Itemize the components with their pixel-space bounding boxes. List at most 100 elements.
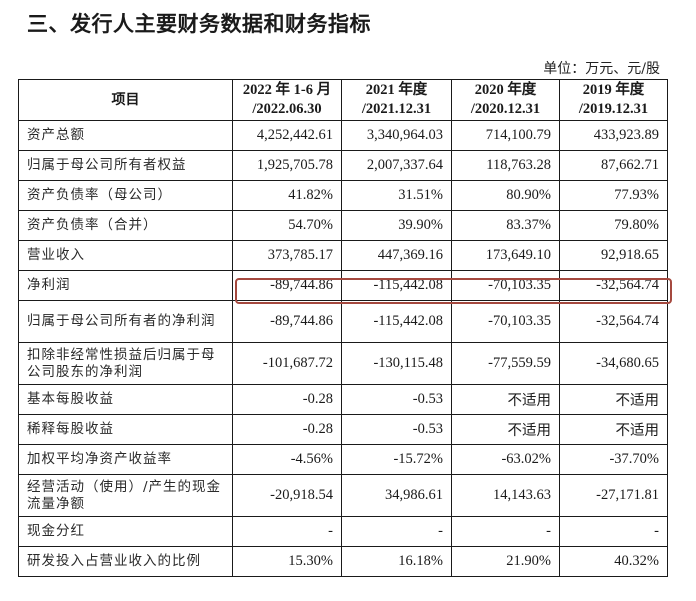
row-value: 118,763.28 bbox=[451, 150, 560, 181]
header-period: 2021 年度 bbox=[365, 82, 428, 98]
row-value: 4,252,442.61 bbox=[232, 120, 342, 151]
header-period: 2020 年度 bbox=[474, 82, 537, 98]
table-row: 净利润 -89,744.86 -115,442.08 -70,103.35 -32,56… bbox=[18, 270, 668, 301]
row-value: -27,171.81 bbox=[559, 474, 668, 517]
row-value: 41.82% bbox=[232, 180, 342, 211]
table-row: 基本每股收益 -0.28 -0.53 不适用 不适用 bbox=[18, 384, 668, 415]
row-label: 营业收入 bbox=[18, 240, 233, 271]
row-value: 80.90% bbox=[451, 180, 560, 211]
row-value: 87,662.71 bbox=[559, 150, 668, 181]
row-label: 归属于母公司所有者的净利润 bbox=[18, 300, 233, 343]
row-label: 资产负债率（母公司） bbox=[18, 180, 233, 211]
row-value: -70,103.35 bbox=[451, 270, 560, 301]
table-row: 扣除非经常性损益后归属于母公司股东的净利润 -101,687.72 -130,115… bbox=[18, 342, 668, 385]
table-row: 研发投入占营业收入的比例 15.30% 16.18% 21.90% 40.32% bbox=[18, 546, 668, 577]
row-value: -70,103.35 bbox=[451, 300, 560, 343]
section-title: 三、发行人主要财务数据和财务指标 bbox=[27, 12, 371, 36]
row-value: 不适用 bbox=[451, 384, 560, 415]
header-label: 项目 bbox=[111, 91, 140, 108]
table-row: 营业收入 373,785.17 447,369.16 173,649.10 92,918… bbox=[18, 240, 668, 271]
table-row: 稀释每股收益 -0.28 -0.53 不适用 不适用 bbox=[18, 414, 668, 445]
row-value: - bbox=[341, 516, 452, 547]
row-value: 21.90% bbox=[451, 546, 560, 577]
row-label: 稀释每股收益 bbox=[18, 414, 233, 445]
header-date: /2022.06.30 bbox=[252, 101, 322, 117]
row-value: - bbox=[559, 516, 668, 547]
row-value: -115,442.08 bbox=[341, 270, 452, 301]
row-value: -0.28 bbox=[232, 414, 342, 445]
row-value: 714,100.79 bbox=[451, 120, 560, 151]
header-date: /2020.12.31 bbox=[470, 101, 541, 117]
row-label: 加权平均净资产收益率 bbox=[18, 444, 233, 475]
row-value: -63.02% bbox=[451, 444, 560, 475]
row-value: 173,649.10 bbox=[451, 240, 560, 271]
table-row: 资产负债率（合并） 54.70% 39.90% 83.37% 79.80% bbox=[18, 210, 668, 241]
row-label: 扣除非经常性损益后归属于母公司股东的净利润 bbox=[18, 342, 233, 385]
row-value: 不适用 bbox=[559, 384, 668, 415]
table-row: 归属于母公司所有者的净利润 -89,744.86 -115,442.08 -70,10… bbox=[18, 300, 668, 343]
row-value: -89,744.86 bbox=[232, 300, 342, 343]
header-2022h1: 2022 年 1-6 月/2022.06.30 bbox=[232, 79, 342, 121]
row-value: -32,564.74 bbox=[559, 270, 668, 301]
row-value: 54.70% bbox=[232, 210, 342, 241]
row-value: -101,687.72 bbox=[232, 342, 342, 385]
row-value: -4.56% bbox=[232, 444, 342, 475]
row-value: -20,918.54 bbox=[232, 474, 342, 517]
row-value: - bbox=[451, 516, 560, 547]
row-value: -0.53 bbox=[341, 384, 452, 415]
row-value: -0.28 bbox=[232, 384, 342, 415]
header-2021: 2021 年度/2021.12.31 bbox=[341, 79, 452, 121]
row-value: - bbox=[232, 516, 342, 547]
row-value: 16.18% bbox=[341, 546, 452, 577]
table-row: 资产总额 4,252,442.61 3,340,964.03 714,100.79 43… bbox=[18, 120, 668, 151]
row-label: 资产总额 bbox=[18, 120, 233, 151]
financial-data-table: 项目 2022 年 1-6 月/2022.06.30 2021 年度/2021.… bbox=[18, 79, 668, 577]
row-label: 资产负债率（合并） bbox=[18, 210, 233, 241]
row-value: -15.72% bbox=[341, 444, 452, 475]
row-value: 447,369.16 bbox=[341, 240, 452, 271]
table-row: 经营活动（使用）/产生的现金流量净额 -20,918.54 34,986.61 14,… bbox=[18, 474, 668, 517]
row-label: 经营活动（使用）/产生的现金流量净额 bbox=[18, 474, 233, 517]
row-value: -37.70% bbox=[559, 444, 668, 475]
row-value: 14,143.63 bbox=[451, 474, 560, 517]
row-label: 现金分红 bbox=[18, 516, 233, 547]
table-row: 加权平均净资产收益率 -4.56% -15.72% -63.02% -37.70% bbox=[18, 444, 668, 475]
row-value: -89,744.86 bbox=[232, 270, 342, 301]
row-value: 1,925,705.78 bbox=[232, 150, 342, 181]
row-value: 79.80% bbox=[559, 210, 668, 241]
row-label: 基本每股收益 bbox=[18, 384, 233, 415]
row-value: -32,564.74 bbox=[559, 300, 668, 343]
row-value: 373,785.17 bbox=[232, 240, 342, 271]
row-value: 不适用 bbox=[559, 414, 668, 445]
header-period: 2022 年 1-6 月 bbox=[242, 82, 332, 98]
row-value: -77,559.59 bbox=[451, 342, 560, 385]
row-value: -34,680.65 bbox=[559, 342, 668, 385]
row-value: 2,007,337.64 bbox=[341, 150, 452, 181]
row-value: 15.30% bbox=[232, 546, 342, 577]
row-value: -115,442.08 bbox=[341, 300, 452, 343]
row-value: 3,340,964.03 bbox=[341, 120, 452, 151]
table-row: 归属于母公司所有者权益 1,925,705.78 2,007,337.64 118,7… bbox=[18, 150, 668, 181]
header-2020: 2020 年度/2020.12.31 bbox=[451, 79, 560, 121]
row-label: 归属于母公司所有者权益 bbox=[18, 150, 233, 181]
header-date: /2019.12.31 bbox=[578, 101, 649, 117]
row-value: 34,986.61 bbox=[341, 474, 452, 517]
table-row: 现金分红 - - - - bbox=[18, 516, 668, 547]
row-value: -130,115.48 bbox=[341, 342, 452, 385]
row-value: 92,918.65 bbox=[559, 240, 668, 271]
row-value: 433,923.89 bbox=[559, 120, 668, 151]
row-label: 净利润 bbox=[18, 270, 233, 301]
row-value: 77.93% bbox=[559, 180, 668, 211]
row-value: 39.90% bbox=[341, 210, 452, 241]
header-2019: 2019 年度/2019.12.31 bbox=[559, 79, 668, 121]
row-value: 不适用 bbox=[451, 414, 560, 445]
row-value: 40.32% bbox=[559, 546, 668, 577]
unit-note: 单位：万元、元/股 bbox=[543, 61, 660, 77]
row-label: 研发投入占营业收入的比例 bbox=[18, 546, 233, 577]
row-value: 31.51% bbox=[341, 180, 452, 211]
table-header-row: 项目 2022 年 1-6 月/2022.06.30 2021 年度/2021.… bbox=[18, 79, 668, 121]
header-date: /2021.12.31 bbox=[361, 101, 432, 117]
row-value: 83.37% bbox=[451, 210, 560, 241]
table-row: 资产负债率（母公司） 41.82% 31.51% 80.90% 77.93% bbox=[18, 180, 668, 211]
row-value: -0.53 bbox=[341, 414, 452, 445]
